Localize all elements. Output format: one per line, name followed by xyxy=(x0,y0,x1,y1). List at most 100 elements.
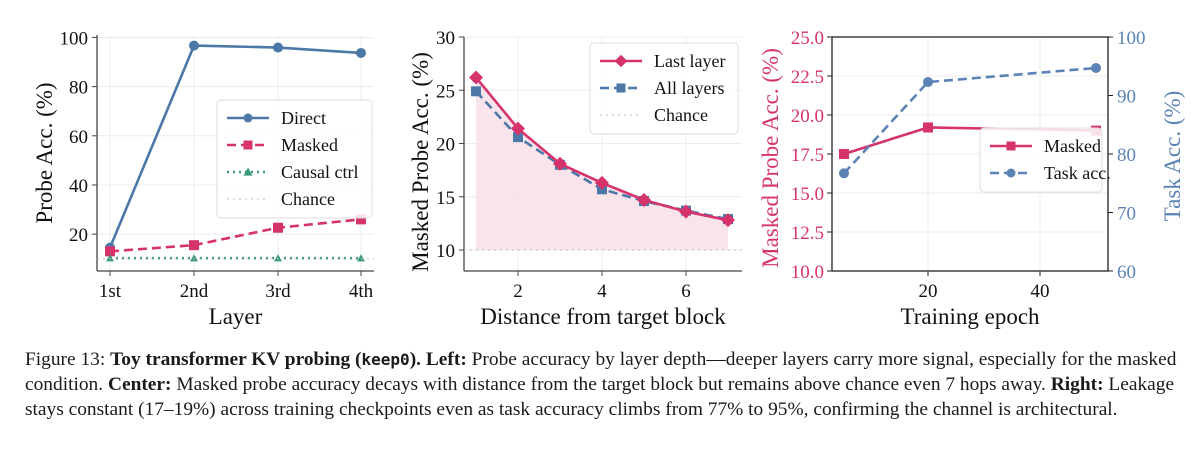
y-tick-label: 60 xyxy=(69,127,88,148)
point-last-layer-5 xyxy=(637,192,651,207)
y-tick-label: 20 xyxy=(436,135,455,156)
legend-label-causal-ctrl: Causal ctrl xyxy=(281,162,358,182)
caption-left-text: Probe accuracy by layer depth—deeper lay… xyxy=(25,349,1177,395)
y-tick-label: 100 xyxy=(60,28,89,49)
legend-marker-masked xyxy=(1006,141,1016,151)
legend-label-last-layer: Last layer xyxy=(654,51,725,71)
point-direct-2nd xyxy=(189,40,199,51)
point-last-layer-7 xyxy=(721,213,735,228)
legend-frame xyxy=(589,42,739,135)
y-tick-label-right: 70 xyxy=(1117,204,1136,225)
legend-marker-direct xyxy=(243,113,253,123)
legend-frame xyxy=(216,99,373,219)
point-all-layers-2 xyxy=(513,132,523,143)
x-axis-label: Training epoch xyxy=(900,304,1040,329)
legend-center: Last layer All layers Chance xyxy=(589,42,739,135)
x-tick-label: 2nd xyxy=(180,281,209,302)
legend-label-direct: Direct xyxy=(281,108,326,128)
series-last-layer xyxy=(469,70,735,228)
legend-label-chance: Chance xyxy=(654,105,708,125)
legend-right: Masked Task acc. xyxy=(979,127,1111,193)
point-masked-3rd xyxy=(273,222,283,233)
x-axis-label: Distance from target block xyxy=(480,304,726,329)
point-masked-2nd xyxy=(189,240,199,251)
y-tick-label: 15 xyxy=(436,188,455,209)
legend-left: Direct Masked Causal ctrl Chance xyxy=(216,99,373,219)
line-masked xyxy=(109,218,362,253)
point-causal-ctrl-1st xyxy=(106,254,114,262)
point-masked-epoch-5 xyxy=(839,149,849,159)
point-last-layer-6 xyxy=(679,204,693,219)
caption-title: Toy transformer KV probing (keep0). xyxy=(110,349,421,370)
caption-right-text: Leakage stays constant (17–19%) across t… xyxy=(25,374,1175,420)
y-axis-label-right: Task Acc. (%) xyxy=(1160,91,1185,222)
y-tick-label-left: 20.0 xyxy=(791,106,824,127)
y-tick-label-right: 100 xyxy=(1117,28,1146,49)
x-tick-label: 4 xyxy=(597,281,607,302)
x-tick-label: 20 xyxy=(919,281,938,302)
line-direct xyxy=(108,44,362,249)
y-tick-label-right: 60 xyxy=(1117,262,1136,283)
legend-label-all-layers: All layers xyxy=(654,78,724,98)
point-masked-1st xyxy=(105,246,115,257)
x-tick-label: 40 xyxy=(1031,281,1050,302)
series-causal-ctrl xyxy=(106,254,365,262)
y-tick-label: 30 xyxy=(436,28,455,49)
caption-left-label: Left: xyxy=(425,349,467,370)
y-tick-label: 20 xyxy=(69,225,88,246)
legend-marker-all-layers xyxy=(616,83,626,93)
x-tick-label: 3rd xyxy=(265,281,291,302)
legend-label-task-acc: Task acc. xyxy=(1044,163,1111,183)
caption-right-label: Right: xyxy=(1050,374,1104,395)
figure-panels: 20 40 60 80 100 1st 2nd 3rd 4th Layer Probe Acc. (… xyxy=(32,28,1185,329)
point-last-layer-1 xyxy=(469,70,483,85)
point-masked-4th xyxy=(356,214,366,225)
series-direct xyxy=(105,40,366,253)
legend-marker-task-acc xyxy=(1006,168,1016,178)
legend-label-chance: Chance xyxy=(281,189,335,209)
caption-center-text: Masked probe accuracy decays with distan… xyxy=(176,374,1046,395)
x-tick-label: 2 xyxy=(513,281,523,302)
legend-label-masked: Masked xyxy=(281,135,338,155)
y-tick-label-left: 22.5 xyxy=(791,67,824,88)
y-tick-label-left: 12.5 xyxy=(791,223,824,244)
point-masked-epoch-20 xyxy=(923,122,933,133)
chart-right-training: 10.0 12.5 15.0 17.5 20.0 22.5 25.0 60 70 80 90 100 2… xyxy=(760,28,1185,329)
y-tick-label-right: 80 xyxy=(1117,145,1136,166)
y-tick-label-left: 15.0 xyxy=(791,184,824,205)
x-tick-label: 1st xyxy=(99,281,122,302)
y-tick-label: 40 xyxy=(69,176,88,197)
point-task-acc-epoch-50 xyxy=(1091,63,1101,74)
caption-center-label: Center: xyxy=(107,374,172,395)
y-axis-label: Probe Acc. (%) xyxy=(32,82,57,223)
point-causal-ctrl-3rd xyxy=(274,254,282,262)
x-axis-label: Layer xyxy=(209,304,263,329)
y-tick-label-left: 25.0 xyxy=(791,28,824,49)
y-axis-label-left: Masked Probe Acc. (%) xyxy=(760,48,783,268)
point-task-acc-epoch-20 xyxy=(923,77,933,88)
y-tick-label-left: 17.5 xyxy=(791,145,824,166)
point-causal-ctrl-4th xyxy=(357,254,365,262)
caption-label: Figure 13: xyxy=(25,349,106,370)
caption-code: keep0 xyxy=(361,350,410,369)
y-tick-label-right: 90 xyxy=(1117,87,1136,108)
legend-marker-causal-ctrl xyxy=(243,167,253,176)
x-tick-label: 4th xyxy=(349,281,374,302)
point-task-acc-epoch-5 xyxy=(839,168,849,179)
point-direct-3rd xyxy=(273,42,283,53)
y-tick-label: 80 xyxy=(69,78,88,99)
y-tick-label: 10 xyxy=(436,241,455,262)
point-last-layer-2 xyxy=(511,121,525,136)
point-all-layers-1 xyxy=(471,86,481,97)
y-tick-label: 25 xyxy=(436,81,455,102)
point-last-layer-3 xyxy=(553,156,567,171)
chart-left-layer-depth: 20 40 60 80 100 1st 2nd 3rd 4th Layer Probe Acc. (… xyxy=(32,28,374,329)
point-last-layer-4 xyxy=(595,175,609,190)
y-axis-label: Masked Probe Acc. (%) xyxy=(408,52,433,272)
x-tick-label: 6 xyxy=(681,281,691,302)
figure-caption: Figure 13: Toy transformer KV probing (k… xyxy=(25,347,1185,422)
y-tick-label-left: 10.0 xyxy=(791,262,824,283)
legend-label-masked: Masked xyxy=(1044,136,1101,156)
series-masked xyxy=(105,214,366,257)
